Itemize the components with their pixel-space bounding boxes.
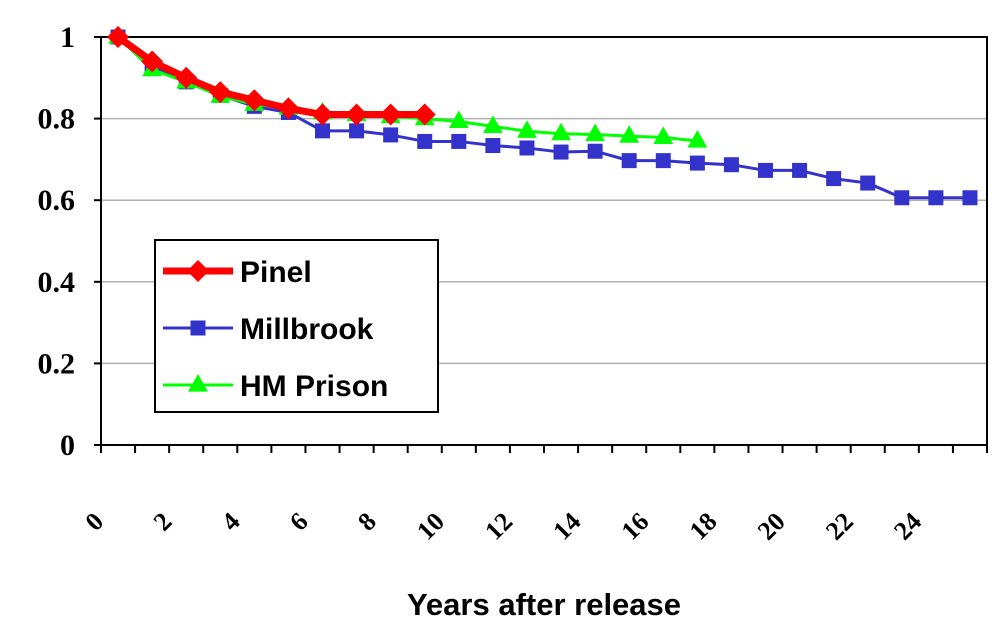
data-point-square	[621, 153, 637, 169]
data-point-diamond	[311, 103, 334, 126]
x-tick-label: 18	[684, 507, 723, 546]
data-point-triangle	[448, 110, 469, 129]
data-point-square	[383, 127, 399, 143]
data-point-diamond	[413, 103, 436, 126]
x-tick-label: 24	[888, 507, 927, 546]
data-point-square	[587, 143, 603, 159]
data-point-square	[962, 190, 978, 206]
data-point-square	[723, 157, 739, 173]
legend-label: Pinel	[240, 256, 312, 289]
data-point-square	[689, 155, 705, 171]
data-point-diamond	[379, 103, 402, 126]
data-point-diamond	[187, 260, 209, 282]
series-line	[117, 35, 970, 200]
x-tick-label: 14	[547, 507, 586, 546]
y-tick-label: 0.8	[38, 103, 76, 136]
data-point-triangle	[482, 115, 503, 133]
data-point-triangle	[619, 125, 640, 143]
data-point-diamond	[243, 89, 266, 112]
x-tick-label: 4	[216, 507, 246, 537]
data-point-square	[860, 175, 876, 191]
legend-label: Millbrook	[240, 313, 374, 346]
data-point-square	[758, 162, 773, 178]
y-axis: 0 0.2 0.4 0.6 0.8 1	[38, 21, 101, 462]
data-point-triangle	[551, 122, 571, 141]
series-pinel	[107, 26, 436, 126]
data-point-square	[826, 171, 842, 187]
data-point-square	[894, 190, 910, 206]
x-tick-label: 0	[80, 507, 110, 537]
y-tick-label: 0.6	[38, 184, 76, 217]
x-tick-label: 20	[752, 507, 791, 546]
data-point-square	[928, 190, 944, 206]
x-tick-label: 8	[352, 507, 382, 537]
data-point-square	[519, 140, 535, 156]
x-tick-label: 10	[411, 507, 450, 546]
data-point-square	[451, 133, 467, 149]
data-point-diamond	[209, 81, 232, 104]
x-tick-label: 6	[284, 507, 314, 537]
data-point-diamond	[175, 66, 198, 89]
data-point-square	[485, 138, 501, 154]
x-tick-label: 2	[148, 507, 178, 537]
data-point-diamond	[345, 103, 368, 126]
series-millbrook	[110, 29, 978, 206]
x-tick-label: 22	[820, 507, 859, 546]
y-tick-label: 0	[60, 429, 75, 462]
x-tick-label: 16	[616, 507, 655, 546]
data-point-triangle	[188, 374, 208, 392]
data-point-diamond	[141, 50, 164, 73]
data-point-square	[190, 320, 206, 336]
y-tick-label: 1	[60, 21, 75, 54]
series-group	[107, 26, 978, 206]
data-point-diamond	[277, 97, 300, 120]
data-point-triangle	[653, 126, 674, 144]
data-point-square	[792, 162, 808, 178]
data-point-triangle	[687, 130, 708, 148]
legend-label: HM Prison	[240, 370, 388, 403]
data-point-square	[417, 133, 433, 149]
series-hm-prison	[108, 26, 708, 148]
data-point-diamond	[107, 26, 130, 48]
legend-item-millbrook: Millbrook	[163, 313, 374, 346]
data-point-triangle	[517, 120, 537, 138]
legend: Pinel Millbrook HM Prison	[154, 239, 439, 413]
x-axis-label: Years after release	[407, 587, 681, 622]
x-axis: 0 2 4 6 8 10 12 14 16 18 20 22 24	[80, 445, 988, 546]
data-point-triangle	[585, 123, 606, 142]
y-tick-label: 0.4	[38, 266, 76, 299]
legend-item-pinel: Pinel	[163, 256, 312, 289]
legend-item-hm-prison: HM Prison	[163, 370, 388, 403]
data-point-square	[553, 144, 569, 160]
series-line	[115, 34, 425, 119]
data-point-square	[655, 153, 671, 169]
data-point-square	[349, 123, 365, 139]
x-tick-label: 12	[479, 507, 518, 546]
y-tick-label: 0.2	[38, 347, 76, 380]
data-point-square	[315, 123, 330, 139]
